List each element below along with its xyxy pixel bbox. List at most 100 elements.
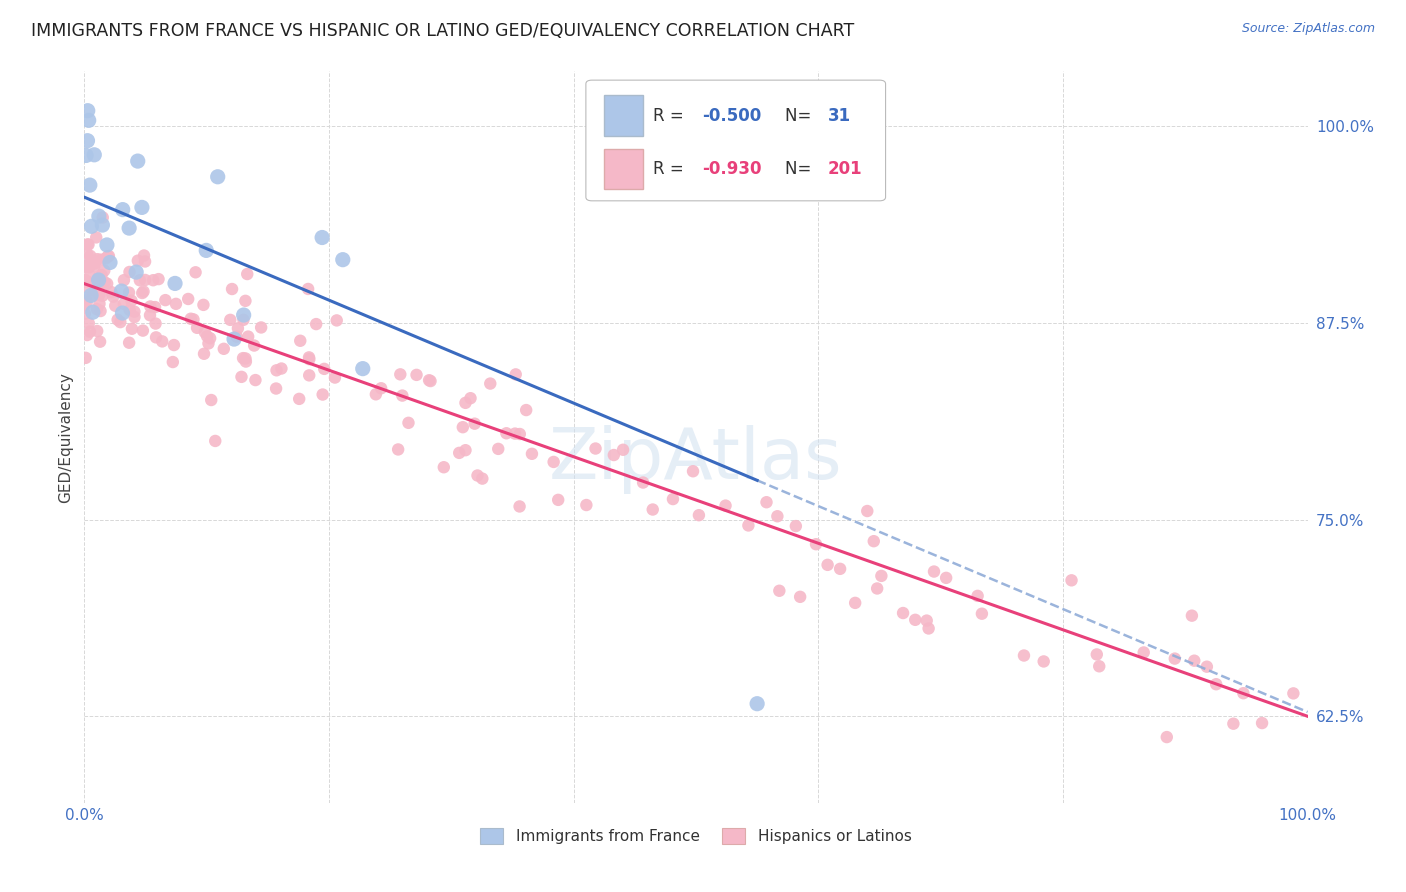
Point <box>232 308 254 322</box>
Point <box>124 310 146 324</box>
Point <box>288 392 311 406</box>
Point <box>111 202 134 217</box>
Point <box>830 562 852 576</box>
Point <box>76 134 98 148</box>
Point <box>387 442 409 457</box>
Point <box>1205 677 1227 691</box>
Point <box>76 296 98 310</box>
Point <box>75 293 97 307</box>
Point <box>125 265 148 279</box>
Point <box>235 293 257 308</box>
Point <box>121 293 143 308</box>
Point <box>323 370 346 384</box>
Point <box>90 252 112 267</box>
Point <box>451 420 474 434</box>
Point <box>612 442 634 457</box>
Point <box>391 388 413 402</box>
Text: R =: R = <box>654 160 689 178</box>
Point <box>118 335 141 350</box>
Point <box>79 325 101 339</box>
Point <box>418 373 440 387</box>
Point <box>93 276 115 290</box>
Point <box>935 571 957 585</box>
Point <box>235 354 257 368</box>
Point <box>966 589 988 603</box>
Point <box>766 509 789 524</box>
Point <box>193 347 215 361</box>
Point <box>737 518 759 533</box>
Point <box>575 498 598 512</box>
Point <box>509 427 531 442</box>
Point <box>479 376 502 391</box>
Point <box>641 502 664 516</box>
Point <box>96 277 118 291</box>
Point <box>547 492 569 507</box>
Point <box>193 298 215 312</box>
Point <box>454 443 477 458</box>
Point <box>1222 716 1244 731</box>
Point <box>89 334 111 349</box>
Point <box>314 362 336 376</box>
Point <box>1232 686 1254 700</box>
Text: Source: ZipAtlas.com: Source: ZipAtlas.com <box>1241 22 1375 36</box>
Point <box>1060 574 1083 588</box>
Point <box>1181 608 1204 623</box>
Point <box>90 268 112 282</box>
Point <box>1132 645 1154 659</box>
Point <box>73 298 96 312</box>
Point <box>76 103 98 118</box>
Point <box>515 403 537 417</box>
Point <box>83 148 105 162</box>
Point <box>688 508 710 523</box>
Point <box>195 244 218 258</box>
Point <box>76 275 98 289</box>
Point <box>419 374 441 388</box>
Point <box>97 249 120 263</box>
Point <box>75 148 97 162</box>
Point <box>127 154 149 169</box>
Point <box>1195 659 1218 673</box>
Point <box>132 324 155 338</box>
Text: -0.500: -0.500 <box>702 106 761 125</box>
Point <box>76 237 98 252</box>
Point <box>509 500 531 514</box>
Point <box>94 252 117 266</box>
Point <box>804 537 827 551</box>
Point <box>1032 655 1054 669</box>
Point <box>298 351 321 365</box>
Point <box>76 281 98 295</box>
Text: N=: N= <box>786 106 817 125</box>
Point <box>503 426 526 441</box>
Point <box>79 268 101 283</box>
Point <box>543 455 565 469</box>
Point <box>165 297 187 311</box>
Point <box>495 426 517 441</box>
Point <box>79 249 101 263</box>
Point <box>91 211 114 225</box>
Point <box>132 285 155 299</box>
Point <box>747 697 769 711</box>
Point <box>789 590 811 604</box>
Point <box>79 178 101 193</box>
Point <box>250 320 273 334</box>
Point <box>163 338 186 352</box>
Point <box>204 434 226 448</box>
Point <box>77 260 100 275</box>
Point <box>73 273 96 287</box>
Point <box>520 447 543 461</box>
Point <box>83 259 105 273</box>
Point <box>1012 648 1035 663</box>
Point <box>134 273 156 287</box>
Point <box>915 614 938 628</box>
Point <box>238 329 260 343</box>
Point <box>145 317 167 331</box>
Point <box>1251 716 1274 731</box>
Point <box>82 305 104 319</box>
Point <box>219 313 242 327</box>
FancyBboxPatch shape <box>605 149 644 189</box>
Point <box>631 475 654 490</box>
Point <box>131 285 153 300</box>
Point <box>139 300 162 314</box>
Point <box>148 272 170 286</box>
Point <box>298 368 321 383</box>
